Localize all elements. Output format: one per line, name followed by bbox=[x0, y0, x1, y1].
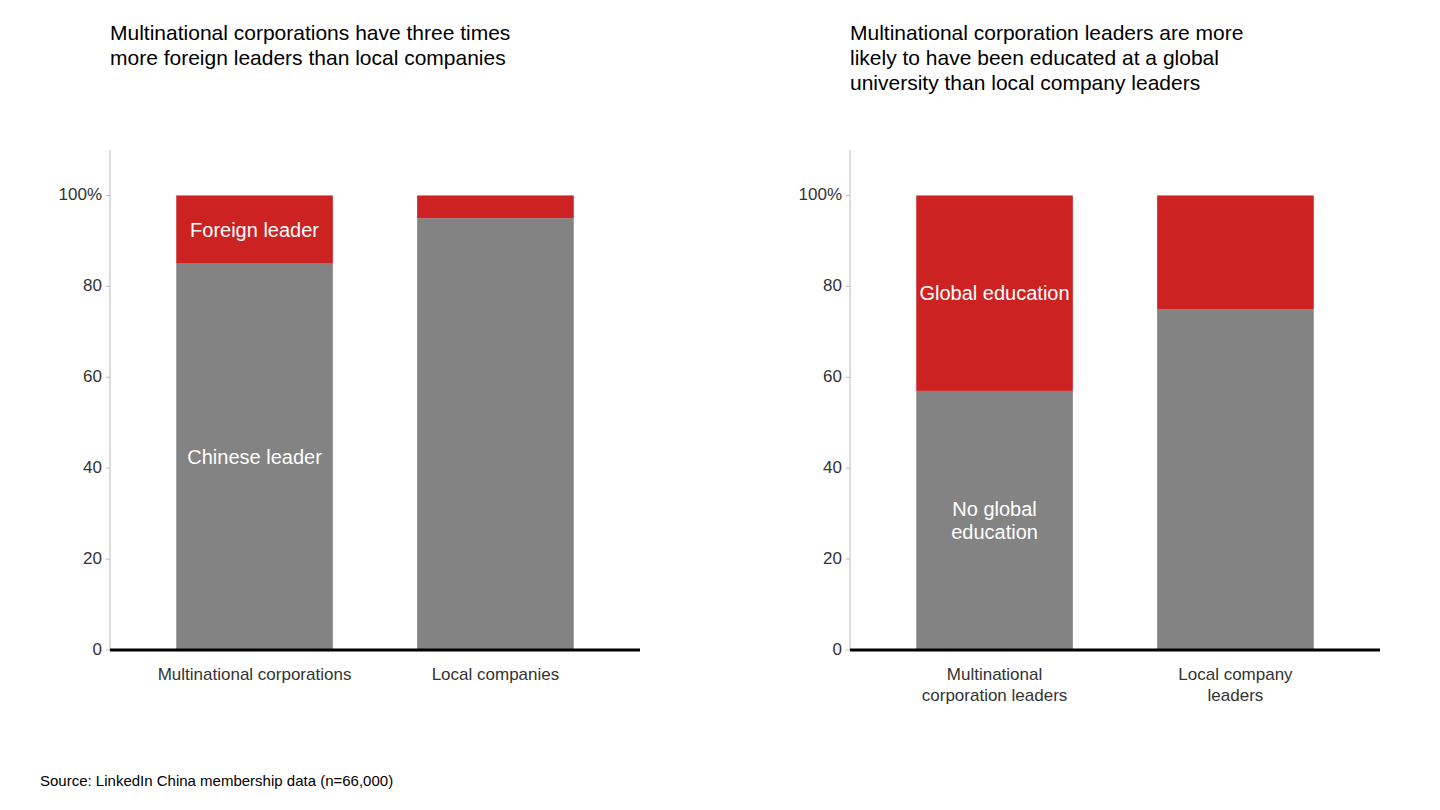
y-tick-mark bbox=[846, 468, 850, 469]
y-axis-line bbox=[850, 150, 851, 650]
bar-segment bbox=[916, 195, 1073, 390]
y-tick-label: 0 bbox=[833, 640, 842, 659]
y-tick-label: 60 bbox=[823, 367, 842, 386]
chart-title-line: Multinational corporation leaders are mo… bbox=[850, 21, 1243, 44]
bar-segment bbox=[417, 218, 574, 650]
x-tick-label-line: Local company bbox=[1178, 665, 1293, 684]
chart-title-line: Multinational corporations have three ti… bbox=[110, 21, 510, 44]
y-tick-mark bbox=[846, 195, 850, 196]
chart-title-line: more foreign leaders than local companie… bbox=[110, 46, 506, 69]
bar-segment bbox=[417, 195, 574, 218]
segment-label: No globaleducation bbox=[951, 498, 1038, 543]
x-tick-label-line: Multinational corporations bbox=[158, 665, 352, 684]
y-tick-mark bbox=[106, 468, 110, 469]
x-axis-line bbox=[850, 649, 1380, 652]
y-tick-label: 20 bbox=[83, 549, 102, 568]
y-tick-label: 40 bbox=[823, 458, 842, 477]
bar-segment bbox=[1157, 309, 1314, 650]
y-tick-label: 60 bbox=[83, 367, 102, 386]
segment-label: Global education bbox=[919, 282, 1069, 304]
segment-label: Chinese leader bbox=[187, 446, 322, 468]
bar-segment bbox=[176, 264, 333, 650]
source-note: Source: LinkedIn China membership data (… bbox=[40, 772, 393, 789]
x-tick-label-line: leaders bbox=[1208, 686, 1264, 705]
segment-label-line: Foreign leader bbox=[190, 219, 319, 241]
y-tick-mark bbox=[106, 559, 110, 560]
x-tick-label-line: Multinational bbox=[947, 665, 1042, 684]
x-tick-label: Local company leaders bbox=[1178, 665, 1293, 705]
y-tick-mark bbox=[106, 650, 110, 651]
y-tick-label: 80 bbox=[83, 276, 102, 295]
page: {"chart_data": [ {"type": "bar", "stacke… bbox=[0, 0, 1440, 810]
chart-panel: Multinational corporations have three ti… bbox=[59, 21, 640, 684]
y-tick-mark bbox=[846, 377, 850, 378]
segment-label-line: education bbox=[951, 521, 1038, 543]
y-tick-mark bbox=[106, 286, 110, 287]
y-tick-label: 100% bbox=[799, 185, 842, 204]
x-tick-label: Multinational corporations bbox=[158, 665, 352, 684]
segment-label-line: Global education bbox=[919, 282, 1069, 304]
chart-panel: Multinational corporation leaders are mo… bbox=[799, 21, 1380, 705]
chart-canvas: Multinational corporations have three ti… bbox=[0, 0, 1440, 810]
y-tick-mark bbox=[846, 286, 850, 287]
segment-label: Foreign leader bbox=[190, 219, 319, 241]
bar-segment bbox=[1157, 195, 1314, 309]
x-axis-line bbox=[110, 649, 640, 652]
y-tick-mark bbox=[846, 559, 850, 560]
y-tick-label: 40 bbox=[83, 458, 102, 477]
bars bbox=[176, 195, 574, 650]
y-tick-mark bbox=[106, 377, 110, 378]
y-tick-label: 20 bbox=[823, 549, 842, 568]
y-tick-label: 80 bbox=[823, 276, 842, 295]
bar-labels: Chinese leader Foreign leader bbox=[187, 219, 322, 468]
y-axis-line bbox=[110, 150, 111, 650]
x-tick-label-line: corporation leaders bbox=[922, 686, 1068, 705]
bar-segment bbox=[176, 195, 333, 263]
bar-labels: No globaleducation Global education bbox=[919, 282, 1069, 543]
chart-title: Multinational corporations have three ti… bbox=[110, 21, 510, 69]
y-tick-label: 100% bbox=[59, 185, 102, 204]
x-tick-label-line: Local companies bbox=[432, 665, 560, 684]
y-tick-mark bbox=[106, 195, 110, 196]
chart-title: Multinational corporation leaders are mo… bbox=[850, 21, 1243, 94]
bars bbox=[916, 195, 1314, 650]
x-tick-label: Multinational corporation leaders bbox=[922, 665, 1068, 705]
segment-label-line: Chinese leader bbox=[187, 446, 322, 468]
y-tick-mark bbox=[846, 650, 850, 651]
chart-title-line: university than local company leaders bbox=[850, 71, 1200, 94]
y-tick-label: 0 bbox=[93, 640, 102, 659]
bar-segment bbox=[916, 391, 1073, 650]
chart-title-line: likely to have been educated at a global bbox=[850, 46, 1219, 69]
x-tick-label: Local companies bbox=[432, 665, 560, 684]
segment-label-line: No global bbox=[952, 498, 1037, 520]
